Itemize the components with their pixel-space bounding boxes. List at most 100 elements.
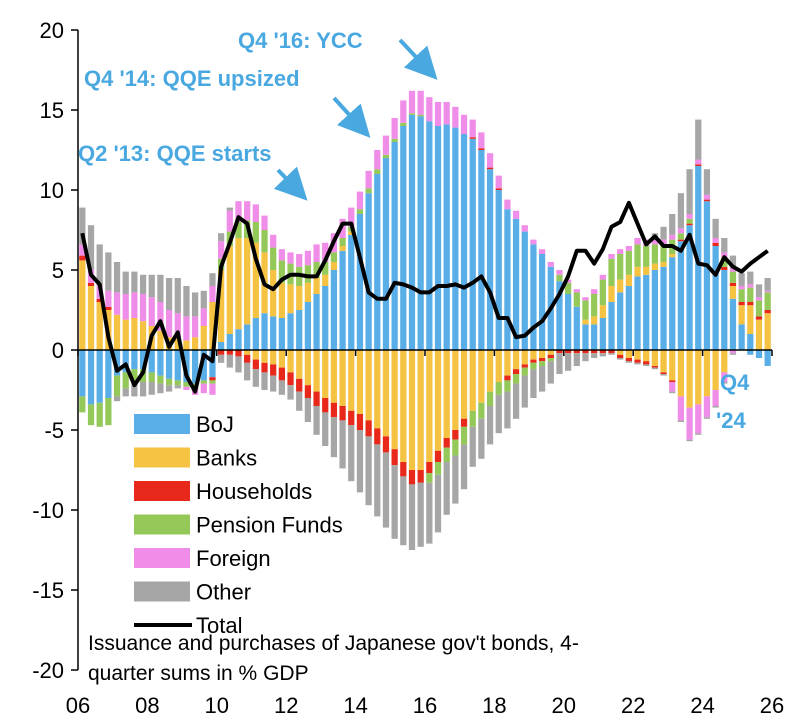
bar-segment-pension-funds [643, 246, 650, 267]
bar-segment-other [521, 375, 528, 408]
bar-segment-banks [608, 286, 615, 302]
bar-segment-banks [365, 350, 372, 421]
bar-segment-foreign [538, 249, 546, 254]
bar-segment-foreign [235, 201, 242, 222]
bar-segment-banks [669, 254, 676, 258]
bar-segment-households [218, 350, 225, 355]
bar-segment-other [165, 278, 173, 310]
bar-segment-banks [643, 350, 650, 362]
bar-segment-pension-funds [200, 380, 207, 384]
bar-segment-banks [460, 350, 468, 419]
bar-segment-banks [582, 319, 589, 325]
bar-segment-pension-funds [408, 113, 416, 115]
bar-segment-banks [703, 350, 711, 397]
bar-segment-pension-funds [339, 238, 346, 246]
bar-segment-foreign [304, 250, 312, 266]
bar-segment-banks [183, 340, 190, 350]
bar-segment-other [677, 193, 685, 229]
bar-segment-banks [96, 302, 103, 350]
bar-segment-boj [738, 324, 745, 350]
bar-segment-foreign [703, 194, 711, 200]
bar-segment-pension-funds [591, 294, 598, 317]
bar-segment-banks [261, 350, 268, 363]
bar-segment-households [608, 350, 615, 354]
bar-segment-other [261, 372, 268, 390]
bar-segment-households [660, 372, 667, 374]
bar-segment-other [330, 417, 338, 458]
bar-segment-boj [79, 350, 86, 397]
annotation-arrow [398, 38, 438, 80]
x-tick-label: 06 [66, 693, 90, 718]
bar-segment-pension-funds [365, 188, 372, 194]
bar-segment-households [339, 406, 346, 421]
bar-segment-banks [304, 350, 312, 386]
bar-segment-pension-funds [634, 244, 641, 267]
bar-segment-banks [87, 286, 95, 350]
x-tick-label: 08 [135, 693, 159, 718]
bar-segment-boj [495, 190, 502, 350]
bar-segment-foreign [365, 170, 372, 189]
bar-segment-other [617, 358, 624, 360]
bar-segment-other [244, 362, 251, 381]
bar-segment-other [721, 238, 728, 253]
bar-segment-foreign [478, 132, 485, 149]
bar-segment-foreign [721, 372, 728, 382]
bar-segment-foreign [382, 135, 390, 155]
bar-segment-households [591, 350, 598, 354]
bar-segment-boj [504, 209, 511, 350]
bar-segment-households [643, 361, 650, 365]
bar-segment-boj [287, 313, 294, 350]
bar-segment-households [374, 428, 381, 445]
bar-segment-boj [278, 318, 285, 350]
chart-note: Issuance and purchases of Japanese gov't… [88, 632, 579, 685]
bar-segment-banks [278, 282, 285, 318]
bar-segment-pension-funds [235, 222, 242, 238]
bar-segment-foreign [729, 268, 737, 272]
annotation-label: Q2 '13: QQE starts [78, 141, 272, 166]
bar-segment-other [660, 374, 667, 376]
bar-segment-households [686, 223, 693, 226]
bar-segment-banks [287, 284, 294, 314]
bar-segment-other [426, 482, 433, 544]
bar-segment-foreign [738, 286, 745, 290]
bar-segment-foreign [356, 191, 364, 210]
x-tick-label: 14 [343, 693, 367, 718]
bar-segment-foreign [296, 254, 303, 267]
bar-segment-foreign [755, 297, 763, 301]
bar-segment-banks [599, 305, 606, 318]
bar-segment-foreign [339, 218, 346, 238]
end-label: '24 [716, 408, 746, 433]
bar-segment-boj [443, 124, 450, 351]
bar-segment-banks [122, 319, 129, 350]
bar-segment-foreign [625, 246, 632, 251]
x-tick-label: 16 [413, 693, 437, 718]
bar-segment-foreign [322, 242, 329, 262]
bar-segment-boj [582, 324, 589, 350]
bar-segment-other [669, 214, 676, 235]
bar-segment-households [556, 350, 563, 354]
y-tick-label: -20 [32, 658, 64, 683]
bar-segment-boj [512, 218, 520, 350]
bar-segment-banks [218, 270, 225, 342]
legend-label-boj: BoJ [196, 412, 234, 437]
bar-segment-foreign [686, 407, 693, 440]
axis-layer [77, 30, 772, 670]
bar-segment-pension-funds [651, 244, 659, 264]
bar-segment-foreign [122, 294, 129, 320]
bar-segment-pension-funds [330, 252, 338, 262]
bar-segment-boj [374, 174, 381, 350]
bar-segment-other [339, 420, 346, 469]
bar-segment-boj [408, 114, 416, 350]
bar-segment-banks [296, 286, 303, 310]
bar-segment-boj [712, 246, 719, 350]
bar-segment-other [643, 364, 650, 366]
bar-segment-pension-funds [478, 402, 485, 419]
bar-segment-other [131, 385, 138, 397]
bar-segment-foreign [703, 396, 711, 418]
bar-segment-boj [556, 281, 563, 350]
bar-segment-other [270, 375, 277, 392]
bar-segment-other [278, 380, 285, 395]
y-tick-label: -15 [32, 578, 64, 603]
bar-segment-boj [426, 121, 433, 350]
bar-segment-households [617, 354, 624, 358]
